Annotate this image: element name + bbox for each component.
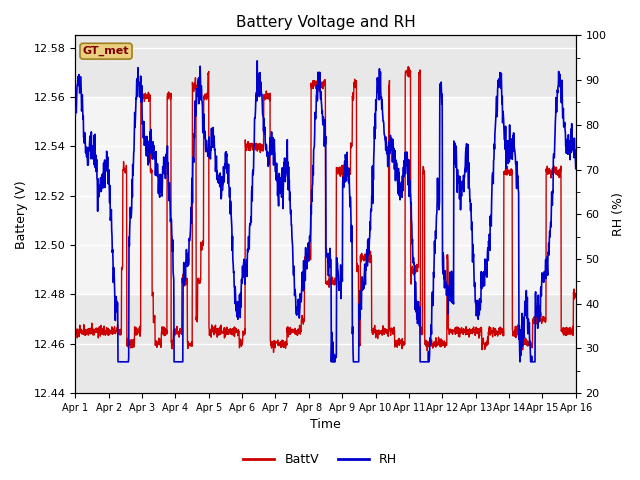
Title: Battery Voltage and RH: Battery Voltage and RH (236, 15, 415, 30)
Y-axis label: Battery (V): Battery (V) (15, 180, 28, 249)
Legend: BattV, RH: BattV, RH (238, 448, 402, 471)
Text: GT_met: GT_met (83, 46, 129, 56)
Y-axis label: RH (%): RH (%) (612, 192, 625, 236)
X-axis label: Time: Time (310, 419, 341, 432)
Bar (76, 97, 576, 294)
